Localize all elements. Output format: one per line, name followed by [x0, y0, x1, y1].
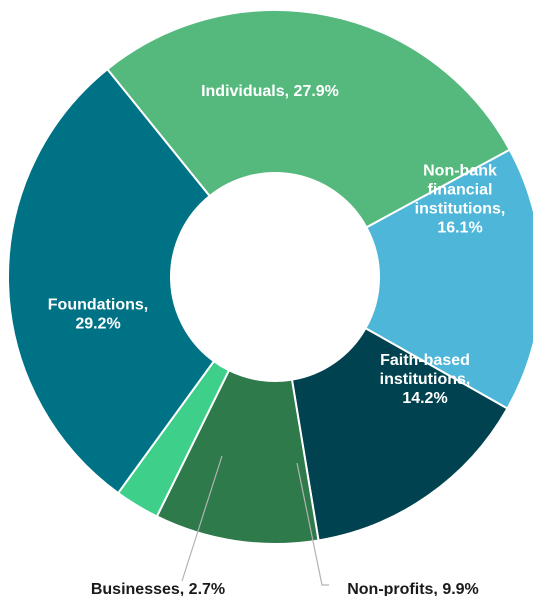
slice-non-bank-financial-institutions	[364, 148, 533, 410]
slice-faith-based-institutions	[290, 326, 509, 542]
slice-label-businesses: Businesses, 2.7%	[91, 581, 225, 596]
labels-group: Individuals, 27.9% Non-bank financial insti…	[48, 83, 506, 596]
slice-non-profits	[155, 368, 320, 545]
leader-lines-group	[181, 455, 329, 586]
slice-label-line: Individuals, 27.9%	[201, 83, 339, 100]
slice-label-line: financial	[428, 182, 493, 199]
slice-label-non-bank-financial-institutions: Non-bank financial institutions, 16.1%	[415, 163, 506, 237]
slices-group	[7, 9, 533, 545]
slice-label-line: institutions,	[415, 201, 506, 218]
leader-line-businesses	[181, 455, 223, 582]
slice-label-line: Foundations,	[48, 297, 148, 314]
slice-label-line: institutions,	[380, 371, 471, 388]
slice-label-line: Non-profits, 9.9%	[347, 581, 479, 596]
slice-label-line: Faith-based	[380, 352, 470, 369]
slice-label-line: 16.1%	[437, 220, 482, 237]
slice-foundations	[7, 67, 216, 495]
slice-label-line: 29.2%	[75, 316, 120, 333]
slice-label-faith-based-institutions: Faith-based institutions, 14.2%	[380, 352, 471, 407]
slice-label-line: 14.2%	[402, 390, 447, 407]
slice-label-line: Non-bank	[423, 163, 497, 180]
leader-line-non-profits	[296, 462, 329, 586]
slice-label-non-profits: Non-profits, 9.9%	[347, 581, 479, 596]
slice-individuals	[105, 9, 512, 229]
slice-label-individuals: Individuals, 27.9%	[201, 83, 339, 100]
slice-label-foundations: Foundations, 29.2%	[48, 297, 148, 333]
slice-label-line: Businesses, 2.7%	[91, 581, 225, 596]
